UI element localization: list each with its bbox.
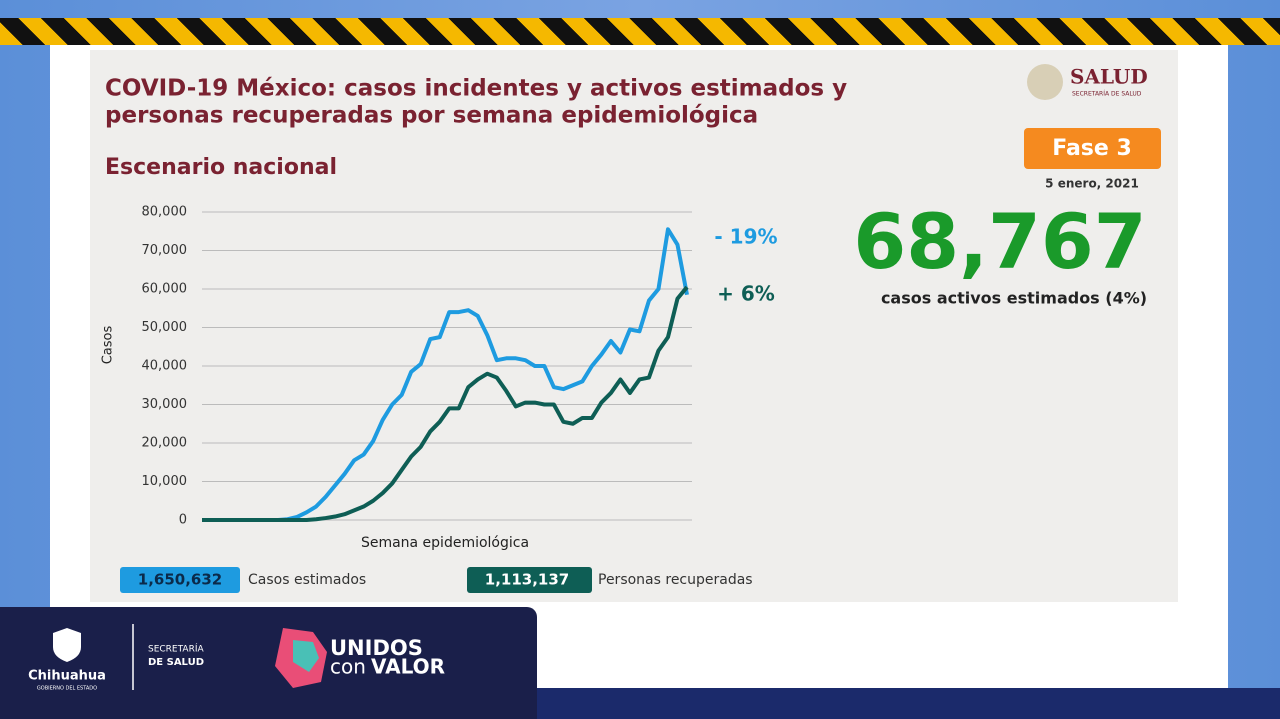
y-tick-label: 20,000 <box>142 436 188 451</box>
date: 5 enero, 2021 <box>1045 177 1139 191</box>
line <box>202 285 689 522</box>
chart-subtitle: Escenario nacional <box>105 155 337 180</box>
hazard-stripes <box>0 18 1280 45</box>
legend-box <box>120 567 240 593</box>
y-tick-label: 60,000 <box>142 282 188 297</box>
y-tick-label: 50,000 <box>142 320 188 335</box>
phase-box <box>1024 128 1161 169</box>
y-tick-label: 70,000 <box>142 243 188 258</box>
y-tick-label: 80,000 <box>142 205 188 220</box>
y-axis-label: Casos <box>101 326 116 365</box>
brand-sub: SECRETARÍA DE SALUD <box>1072 91 1142 98</box>
y-tick-label: 30,000 <box>142 397 188 412</box>
legend-total: 1,113,137 <box>485 571 569 589</box>
slogan: UNIDOS <box>330 636 423 660</box>
legend-total: 1,650,632 <box>138 571 222 589</box>
logo <box>1027 64 1063 100</box>
dept: SECRETARÍA <box>148 643 204 655</box>
y-tick-label: 0 <box>179 513 187 528</box>
x-axis-label: Semana epidemiológica <box>361 535 529 551</box>
legend-label: Casos estimados <box>248 572 366 588</box>
state-shield <box>53 628 81 662</box>
y-tick-label: 40,000 <box>142 359 188 374</box>
state: Chihuahua <box>28 669 106 684</box>
legend-label: Personas recuperadas <box>598 572 753 588</box>
slide <box>90 50 1178 602</box>
dept: DE SALUD <box>148 657 204 668</box>
active-cases-label: casos activos estimados (4%) <box>881 289 1147 308</box>
slogan: con <box>330 655 366 679</box>
active-cases: 68,767 <box>853 197 1146 286</box>
change-annotation: + 6% <box>717 282 775 306</box>
chart-title: personas recuperadas por semana epidemio… <box>105 103 758 129</box>
slogan: VALOR <box>371 655 445 679</box>
brand-box <box>0 607 537 719</box>
brand: SALUD <box>1070 65 1148 89</box>
slogan-logo <box>293 640 319 672</box>
legend-box <box>467 567 592 593</box>
y-tick-label: 10,000 <box>142 474 188 489</box>
chart-title: COVID-19 México: casos incidentes y acti… <box>105 76 847 102</box>
phase: Fase 3 <box>1052 136 1132 161</box>
change-annotation: - 19% <box>714 225 777 249</box>
state-sub: GOBIERNO DEL ESTADO <box>37 686 97 692</box>
